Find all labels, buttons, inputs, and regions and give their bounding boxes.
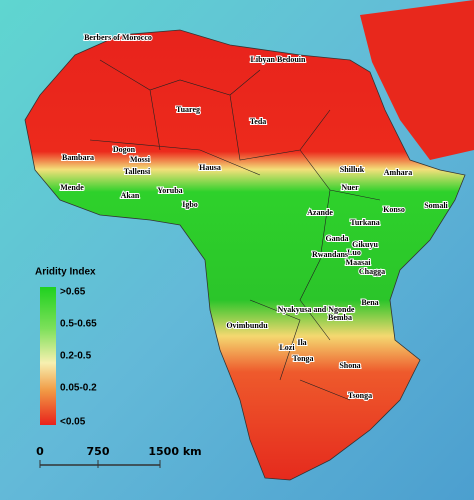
place-label: Bemba (328, 313, 352, 322)
place-label: Azande (307, 208, 333, 217)
place-label: Bambara (62, 153, 94, 162)
place-label: Hausa (199, 163, 221, 172)
legend-ramp (40, 287, 56, 425)
legend-label: 0.2-0.5 (60, 351, 92, 362)
legend-title: Aridity Index (35, 267, 96, 278)
place-label: Chagga (359, 267, 385, 276)
legend-label: >0.65 (60, 287, 86, 298)
place-label: Gikuyu (352, 240, 378, 249)
place-label: Rwandans (312, 250, 348, 259)
place-label: Konso (383, 205, 405, 214)
place-label: Nyakyusa and Ngonde (278, 305, 355, 314)
place-label: Somali (424, 201, 448, 210)
place-label: Amhara (384, 168, 412, 177)
legend-label: 0.5-0.65 (60, 319, 97, 330)
place-label: Tallensi (124, 167, 151, 176)
place-label: Igbo (182, 200, 198, 209)
arabia (360, 0, 474, 160)
place-label: Bena (361, 298, 378, 307)
place-label: Maasai (346, 258, 372, 267)
place-label: Luo (347, 248, 361, 257)
scale-label: 0 (36, 445, 44, 458)
place-label: Tsonga (348, 391, 372, 400)
place-label: Ganda (325, 234, 348, 243)
place-label: Shilluk (340, 165, 365, 174)
place-label: Mossi (130, 155, 151, 164)
place-label: Dogon (113, 145, 136, 154)
place-label: Tuareg (176, 105, 200, 114)
place-label: Mende (60, 183, 84, 192)
place-label: Turkana (350, 218, 380, 227)
place-label: Lozi (279, 343, 295, 352)
place-label: Ovimbundu (226, 321, 268, 330)
place-label: Libyan Bedouin (251, 55, 306, 64)
place-label: Tonga (292, 354, 313, 363)
place-label: Akan (121, 191, 140, 200)
place-label: Ila (297, 338, 306, 347)
legend-label: <0.05 (60, 417, 86, 428)
borders (89, 59, 381, 401)
place-label: Berbers of Morocco (84, 33, 152, 42)
place-label: Teda (250, 117, 267, 126)
legend-label: 0.05-0.2 (60, 383, 97, 394)
place-label: Shona (339, 361, 360, 370)
scale-label: 750 (87, 445, 110, 458)
scale-label: 1500 km (148, 445, 201, 458)
africa (24, 29, 466, 481)
place-label: Nuer (341, 183, 359, 192)
place-label: Yoruba (157, 186, 182, 195)
